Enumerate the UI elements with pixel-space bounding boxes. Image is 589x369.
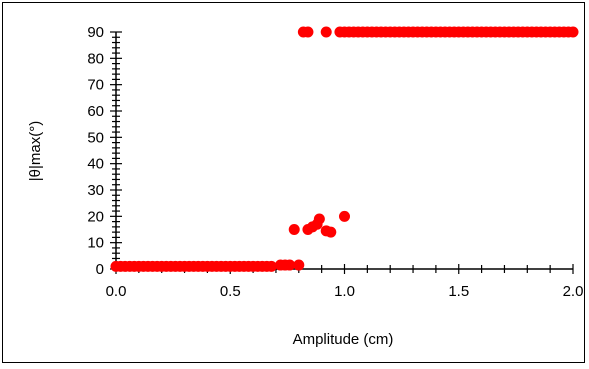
x-axis-label: Amplitude (cm) bbox=[293, 331, 394, 348]
data-point bbox=[293, 259, 305, 271]
data-point bbox=[265, 260, 277, 272]
x-tick-label: 0.0 bbox=[106, 283, 127, 300]
data-point bbox=[302, 26, 314, 38]
y-tick-label: 30 bbox=[87, 182, 104, 199]
x-tick-label: 2.0 bbox=[563, 283, 584, 300]
y-tick-label: 20 bbox=[87, 208, 104, 225]
data-point bbox=[320, 26, 332, 38]
data-points bbox=[110, 26, 579, 272]
data-point bbox=[339, 210, 350, 222]
scatter-chart: 0.0 0.5 1.0 1.5 2.0 0 10 20 30 40 50 60 70 80 90 Ampli… bbox=[27, 24, 583, 348]
y-tick-label: 40 bbox=[87, 156, 104, 173]
y-tick-label: 60 bbox=[87, 103, 104, 120]
data-point bbox=[284, 259, 296, 271]
y-tick-label: 80 bbox=[87, 50, 104, 67]
chart-frame: 0.0 0.5 1.0 1.5 2.0 0 10 20 30 40 50 60 70 80 90 Ampli… bbox=[2, 2, 585, 363]
x-tick-label: 1.5 bbox=[448, 283, 469, 300]
axes: 0.0 0.5 1.0 1.5 2.0 0 10 20 30 40 50 60 70 80 90 bbox=[87, 24, 583, 300]
x-tick-label: 1.0 bbox=[334, 283, 355, 300]
y-tick-label: 0 bbox=[96, 261, 104, 278]
data-point bbox=[567, 26, 579, 38]
y-tick-label: 90 bbox=[87, 24, 104, 41]
y-tick-label: 10 bbox=[87, 235, 104, 252]
y-axis-label: |θ|max(°) bbox=[27, 121, 44, 181]
data-point bbox=[288, 224, 300, 235]
y-tick-label: 70 bbox=[87, 77, 104, 94]
x-tick-label: 0.5 bbox=[220, 283, 241, 300]
data-point bbox=[313, 213, 325, 225]
y-tick-label: 50 bbox=[87, 129, 104, 146]
data-point bbox=[325, 226, 337, 238]
